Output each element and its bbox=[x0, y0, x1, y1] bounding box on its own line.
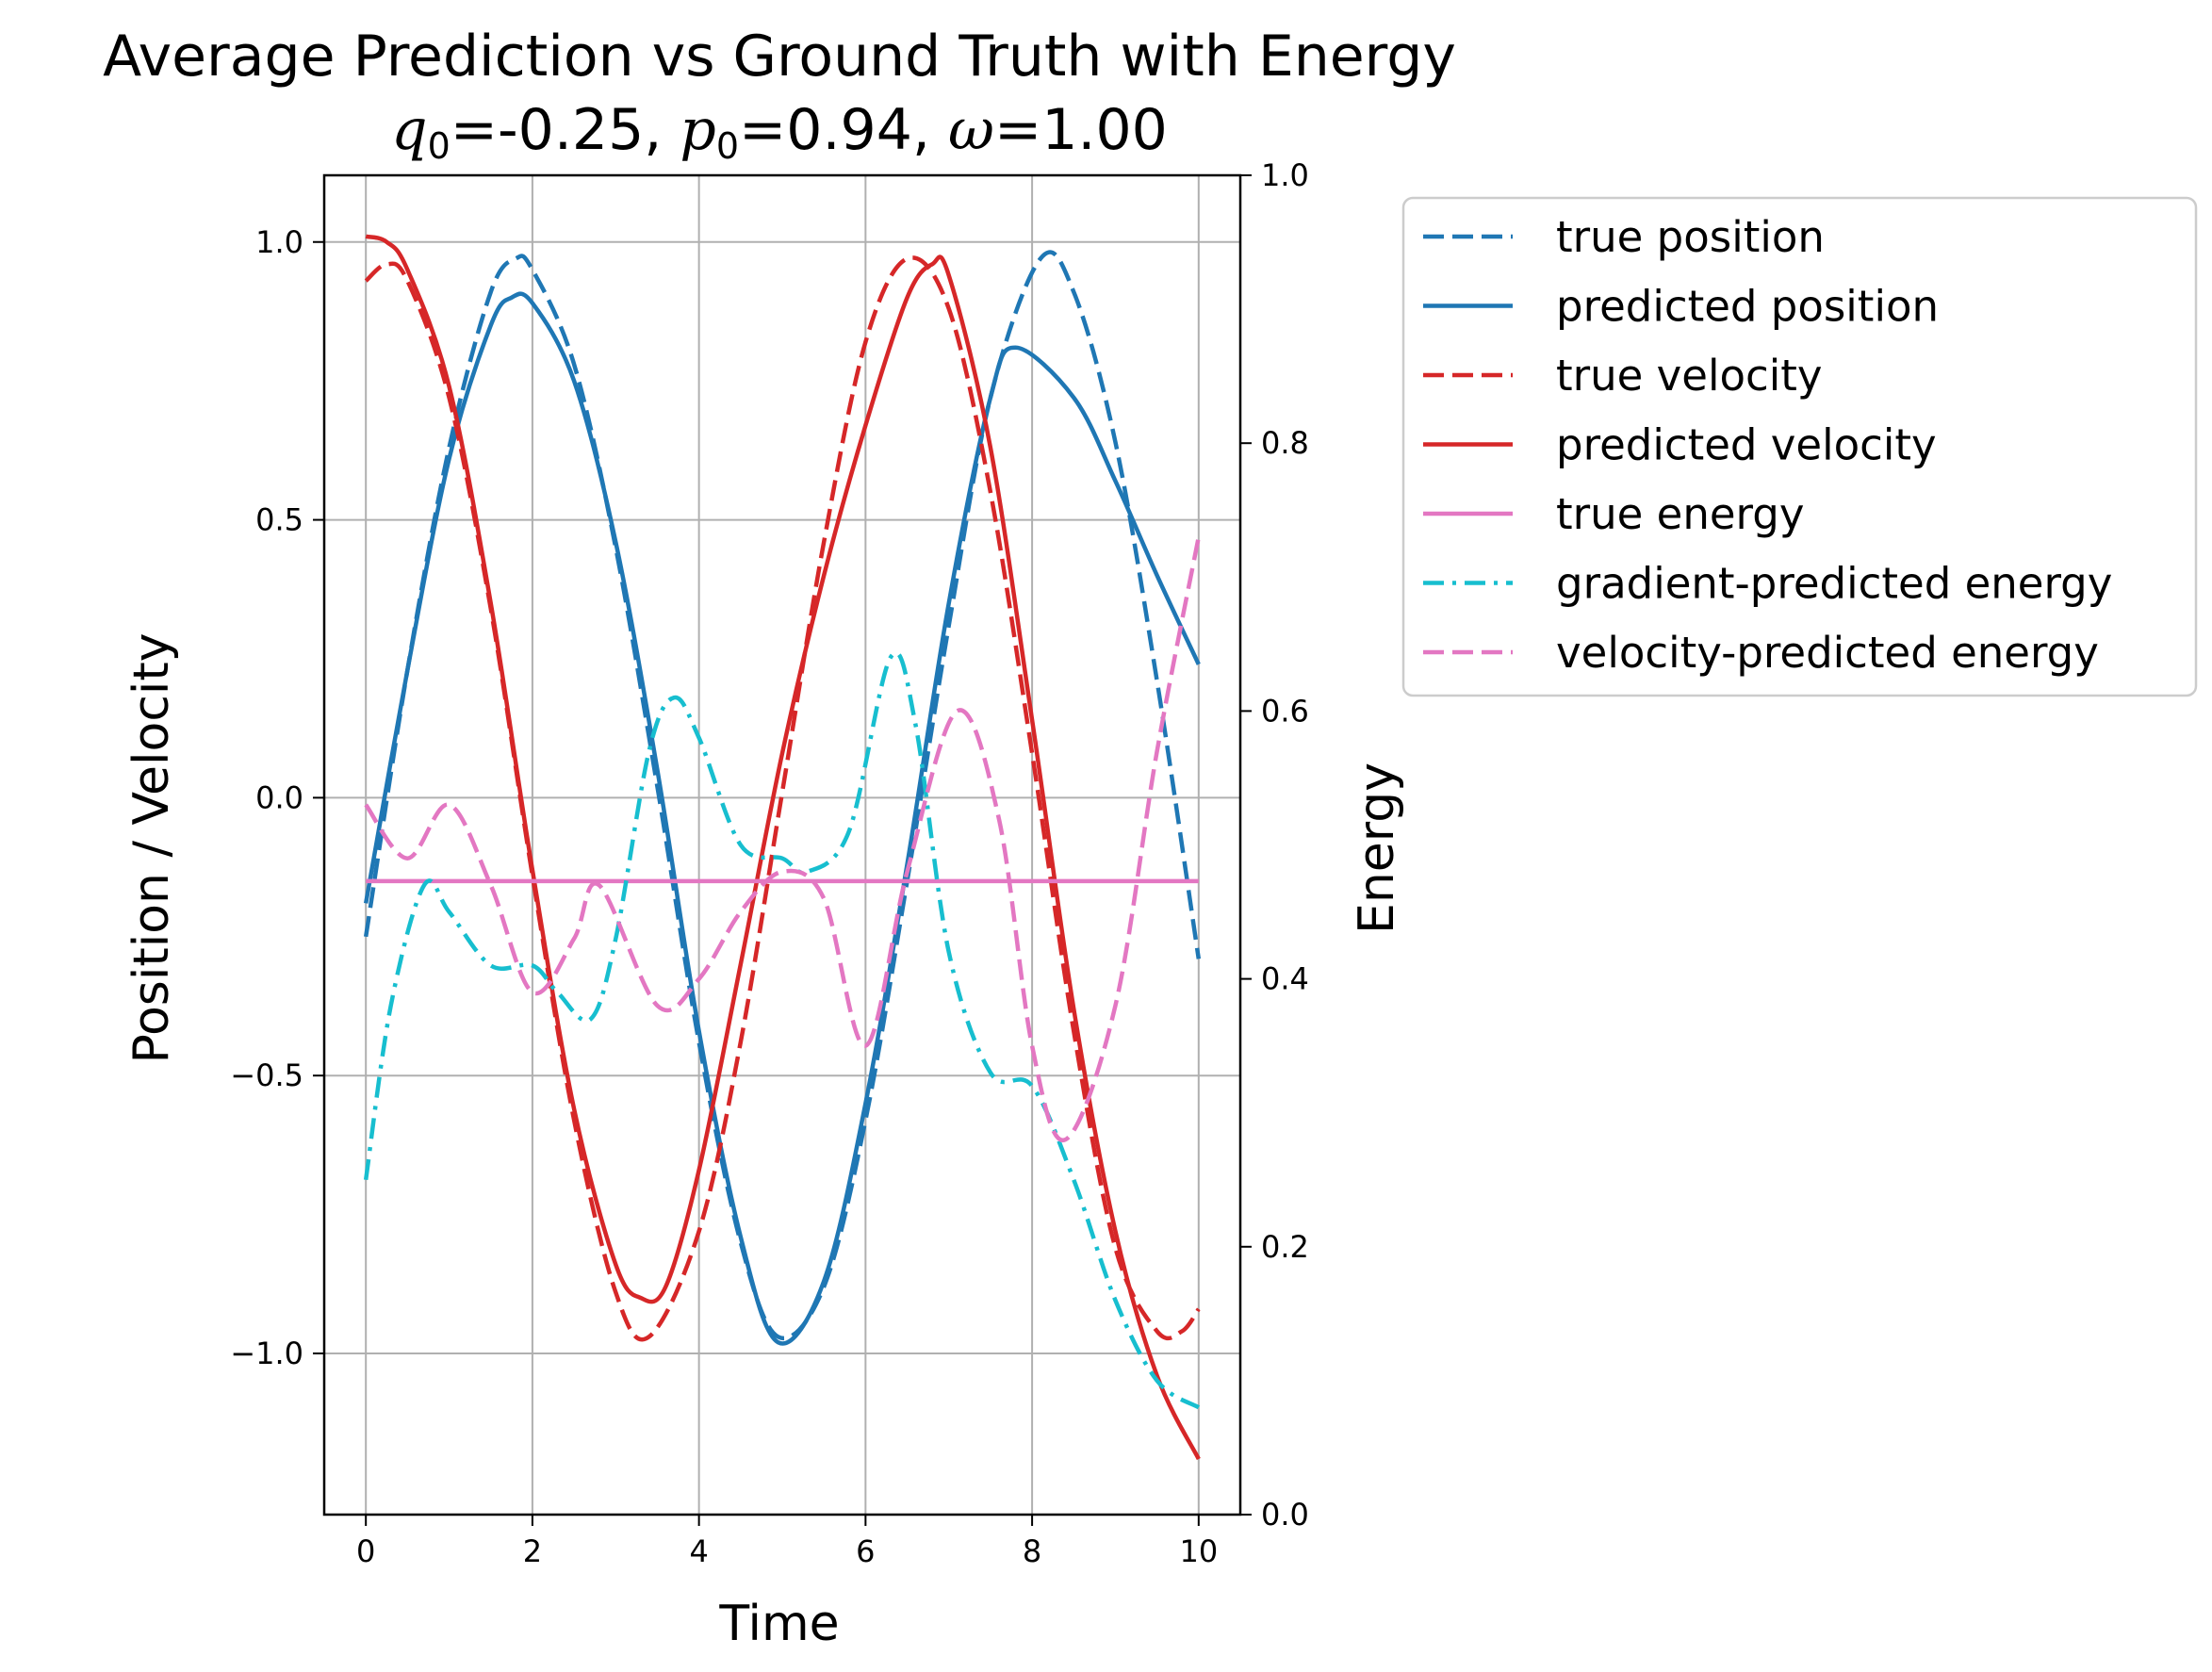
legend-label: true energy bbox=[1556, 489, 1804, 539]
series-layer bbox=[363, 234, 1202, 1461]
legend-label: true position bbox=[1556, 212, 1825, 262]
legend-label: predicted position bbox=[1556, 282, 1939, 332]
subtitle-q-value: =-0.25, bbox=[451, 97, 680, 163]
y-right-tick-label: 0.8 bbox=[1261, 425, 1309, 461]
series-line-true-position bbox=[363, 250, 1202, 1341]
subtitle-p-value: =0.94, bbox=[739, 97, 948, 163]
grid-layer bbox=[324, 175, 1240, 1515]
y-left-tick-label: 1.0 bbox=[255, 224, 303, 260]
x-tick-label: 4 bbox=[689, 1533, 708, 1569]
x-tick-label: 2 bbox=[523, 1533, 542, 1569]
subtitle-q-symbol: q bbox=[391, 97, 427, 163]
y-left-tick-label: 0.5 bbox=[255, 502, 303, 538]
legend-label: predicted velocity bbox=[1556, 420, 1937, 470]
x-tick-label: 10 bbox=[1179, 1533, 1218, 1569]
y-axis-right-label: Energy bbox=[1349, 762, 1405, 934]
x-tick-label: 8 bbox=[1023, 1533, 1041, 1569]
y-left-tick-label: −0.5 bbox=[230, 1057, 303, 1093]
legend-box bbox=[1401, 196, 2198, 697]
x-tick-label: 6 bbox=[856, 1533, 875, 1569]
subtitle-omega-symbol: ω bbox=[948, 97, 994, 163]
legend-label: true velocity bbox=[1556, 351, 1823, 401]
y-right-tick-label: 0.4 bbox=[1261, 961, 1309, 997]
legend: true position predicted position true velo… bbox=[1401, 196, 2198, 697]
y-left-tick-label: 0.0 bbox=[255, 779, 303, 815]
y-right-tick-label: 0.6 bbox=[1261, 693, 1309, 729]
x-tick-label: 0 bbox=[356, 1533, 375, 1569]
subtitle-omega-value: =1.00 bbox=[994, 97, 1168, 163]
subtitle-q-subscript: 0 bbox=[428, 125, 451, 167]
subtitle-p-subscript: 0 bbox=[716, 125, 739, 167]
y-axis-left-label: Position / Velocity bbox=[123, 632, 180, 1063]
y-right-tick-label: 1.0 bbox=[1261, 157, 1309, 193]
series-line-predicted-velocity bbox=[365, 234, 1201, 1461]
y-right-tick-label: 0.0 bbox=[1261, 1497, 1309, 1533]
plot-frame bbox=[322, 173, 1242, 1516]
series-line-velocity-predicted-energy bbox=[364, 536, 1202, 1142]
legend-label: velocity-predicted energy bbox=[1556, 628, 2099, 678]
y-right-tick-label: 0.2 bbox=[1261, 1229, 1309, 1265]
x-axis-label: Time bbox=[718, 1596, 839, 1652]
series-line-predicted-position bbox=[363, 291, 1201, 1346]
tick-layer: 0 2 4 6 8 10 1.0 0.5 0.0 −0.5 −1.0 1.0 0.8 0.6 0.4 0.2 0… bbox=[230, 157, 1309, 1569]
chart-title: Average Prediction vs Ground Truth with … bbox=[103, 24, 1456, 90]
subtitle-p-symbol: p bbox=[680, 97, 715, 163]
chart-subtitle: q0=-0.25, p0=0.94, ω=1.00 bbox=[391, 97, 1168, 167]
legend-label: gradient-predicted energy bbox=[1556, 559, 2112, 609]
y-left-tick-label: −1.0 bbox=[230, 1336, 303, 1371]
